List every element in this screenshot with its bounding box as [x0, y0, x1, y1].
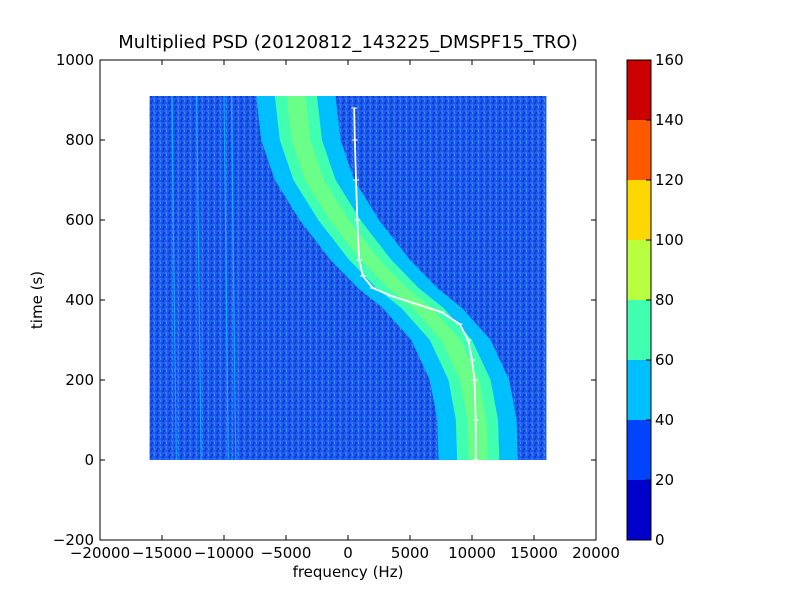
colorbar-tick-label: 120: [655, 171, 684, 189]
x-tick-label: 15000: [510, 544, 558, 562]
colorbar-level-7: [627, 60, 651, 120]
colorbar-level-2: [627, 360, 651, 420]
y-axis-ticks: −200 0 200 400 600 800 1000: [53, 51, 596, 549]
colorbar-tick-label: 0: [655, 531, 665, 549]
colorbar-ticks: 0 20 40 60 80 100 120 140 160: [646, 51, 684, 549]
y-tick-label: 400: [65, 291, 94, 309]
x-tick-label: 10000: [448, 544, 496, 562]
vertical-line-1: [196, 95, 202, 461]
x-tick-label: 0: [343, 544, 353, 562]
colorbar-level-4: [627, 240, 651, 300]
x-tick-label: 20000: [572, 544, 620, 562]
colorbar: [627, 60, 651, 540]
y-tick-label: 200: [65, 371, 94, 389]
colorbar-tick-label: 80: [655, 291, 674, 309]
band-inner: [274, 96, 500, 460]
colorbar-level-3: [627, 300, 651, 360]
vertical-line-0: [171, 95, 177, 461]
x-tick-label: −10000: [194, 544, 254, 562]
y-tick-label: −200: [53, 531, 94, 549]
x-axis-ticks: −20000 −15000 −10000 −5000 0 5000 10000 15000 20…: [70, 60, 620, 562]
colorbar-level-0: [627, 480, 651, 540]
colorbar-frame: [626, 59, 652, 541]
colorbar-tick-label: 160: [655, 51, 684, 69]
x-tick-label: 5000: [391, 544, 429, 562]
y-tick-label: 800: [65, 131, 94, 149]
y-axis-label: time (s): [28, 271, 46, 329]
x-tick-label: −15000: [132, 544, 192, 562]
doppler-trace: [351, 107, 479, 461]
colorbar-tick-label: 100: [655, 231, 684, 249]
y-tick-label: 1000: [56, 51, 94, 69]
y-tick-label: 600: [65, 211, 94, 229]
vertical-line-2: [223, 95, 229, 461]
y-tick-label: 0: [84, 451, 94, 469]
colorbar-tick-label: 40: [655, 411, 674, 429]
vertical-line-3: [230, 95, 237, 461]
colorbar-level-6: [627, 120, 651, 180]
colorbar-tick-label: 60: [655, 351, 674, 369]
colorbar-tick-label: 140: [655, 111, 684, 129]
band-core: [286, 96, 488, 460]
chart-title: Multiplied PSD (20120812_143225_DMSPF15_…: [118, 32, 577, 53]
vertical-lines: [171, 95, 237, 461]
colorbar-tick-label: 20: [655, 471, 674, 489]
x-axis-label: frequency (Hz): [293, 563, 404, 581]
trace-line: [353, 107, 477, 460]
x-tick-label: −20000: [70, 544, 130, 562]
x-tick-label: −5000: [261, 544, 312, 562]
colorbar-level-1: [627, 420, 651, 480]
colorbar-level-5: [627, 180, 651, 240]
plot-area: [149, 95, 547, 461]
signal-band: [256, 96, 518, 460]
